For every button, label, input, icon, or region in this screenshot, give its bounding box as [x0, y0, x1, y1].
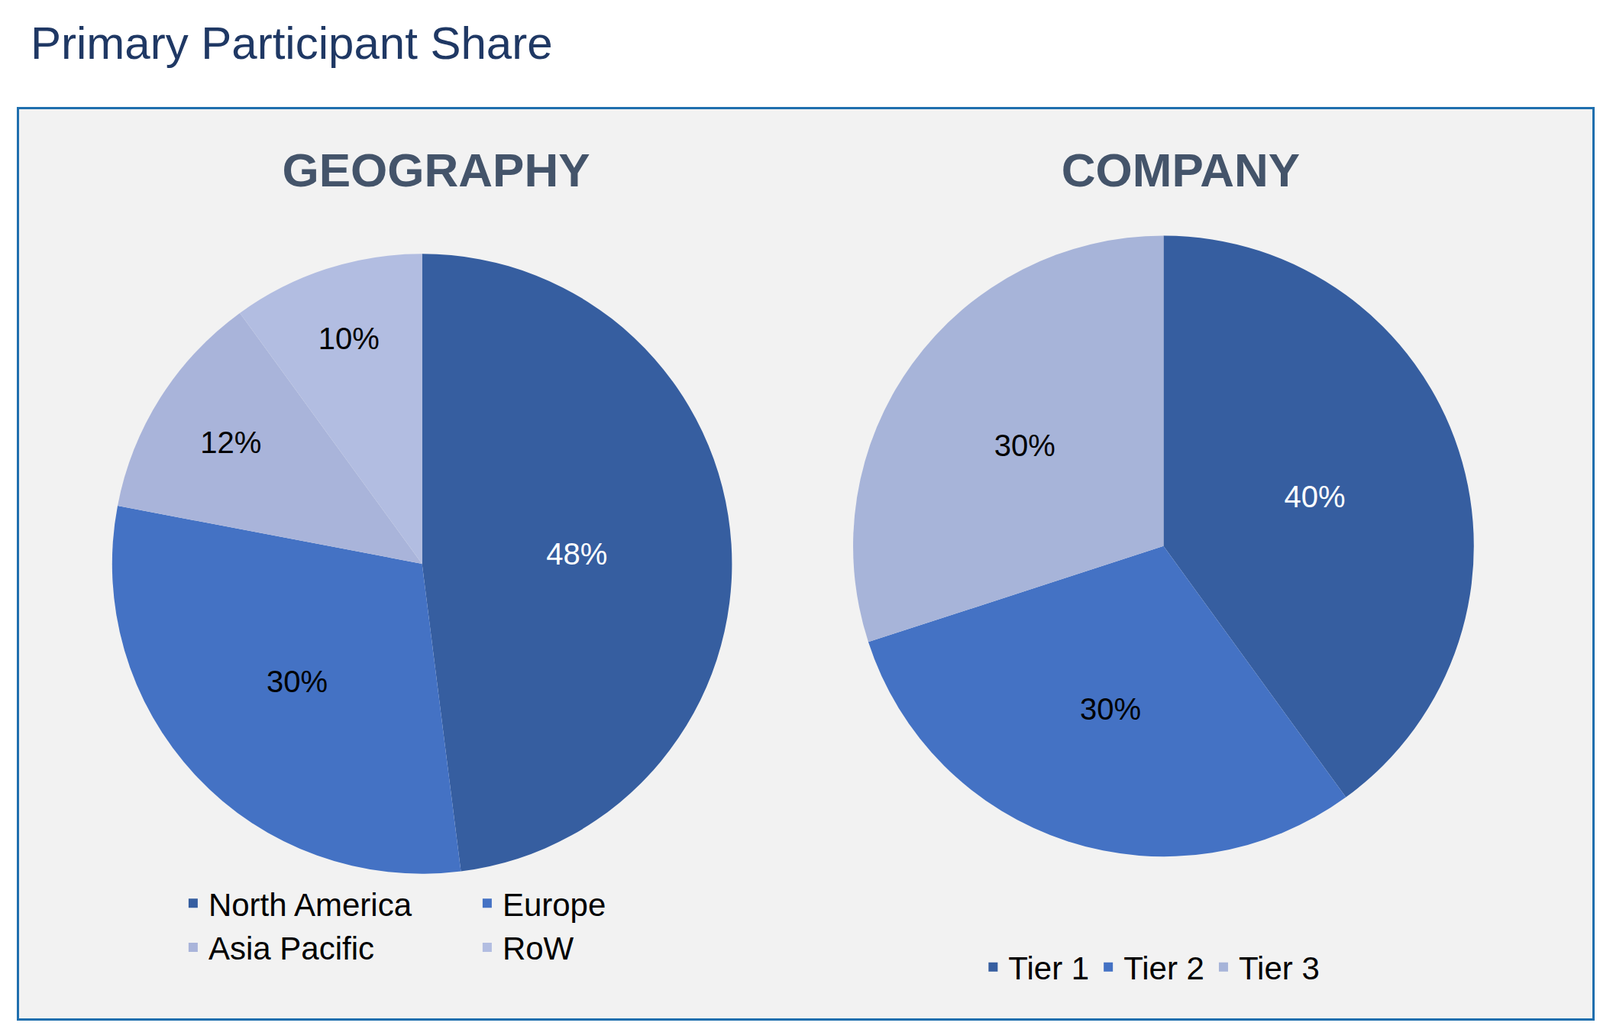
- svg-text:Europe: Europe: [502, 886, 606, 923]
- svg-text:GEOGRAPHY: GEOGRAPHY: [281, 143, 590, 197]
- svg-text:40%: 40%: [1283, 479, 1345, 514]
- svg-text:30%: 30%: [266, 664, 328, 699]
- svg-text:10%: 10%: [318, 321, 380, 356]
- svg-text:Tier 1: Tier 1: [1008, 950, 1090, 986]
- svg-text:30%: 30%: [1079, 691, 1142, 726]
- svg-text:North America: North America: [208, 886, 413, 923]
- svg-text:Asia Pacific: Asia Pacific: [208, 930, 375, 967]
- svg-text:30%: 30%: [994, 428, 1056, 463]
- svg-text:COMPANY: COMPANY: [1061, 143, 1300, 197]
- svg-text:Tier 3: Tier 3: [1238, 950, 1320, 986]
- svg-text:12%: 12%: [200, 425, 262, 459]
- svg-text:Tier 2: Tier 2: [1123, 950, 1205, 986]
- html-text:Primary Participant Share: Primary Participant Share: [30, 17, 553, 69]
- svg-text:48%: 48%: [546, 536, 608, 571]
- svg-text:RoW: RoW: [502, 930, 575, 967]
